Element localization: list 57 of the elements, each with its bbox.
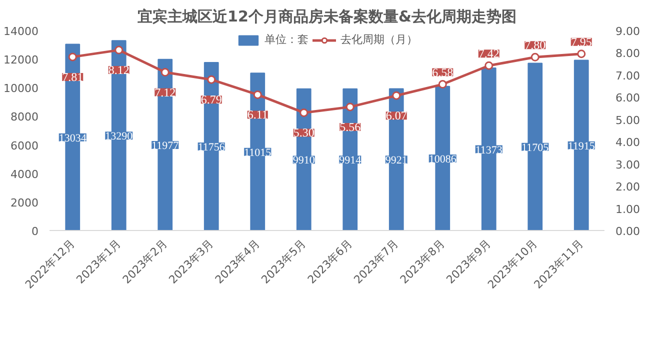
point (300, 108, 308, 117)
y2-tick-label: 0.00 (616, 225, 640, 238)
y2-tick-label: 8.00 (616, 47, 640, 60)
data-label: 13290 (105, 130, 134, 143)
y2-tick-label: 3.00 (616, 158, 640, 172)
data-label: 5.56 (340, 120, 361, 134)
data-label: 11373 (475, 144, 503, 156)
data-label: 9914 (339, 154, 362, 167)
y2-tick-label: 4.00 (616, 136, 640, 150)
legend-label: 单位：套 (264, 32, 308, 47)
y2-tick-label: 6.00 (616, 92, 640, 105)
point (160, 68, 170, 77)
y-tick-label: 2000 (10, 196, 39, 210)
data-label: 9910 (292, 154, 316, 167)
chart-title: 宜宾主城区近12个月商品房未备案数量&去化周期走势图 (138, 8, 516, 26)
data-label: 10086 (428, 153, 457, 166)
data-label: 9921 (385, 154, 408, 167)
point (438, 80, 447, 89)
data-label: 6.58 (432, 65, 454, 80)
data-label: 6.11 (247, 108, 268, 122)
y-tick-label: 8000 (10, 110, 39, 124)
y2-tick-label: 9.00 (616, 25, 640, 38)
y-tick-label: 6000 (10, 139, 39, 152)
y-tick-label: 12000 (4, 54, 39, 67)
y-tick-label: 0 (32, 225, 38, 238)
y2-tick-label: 1.00 (616, 202, 640, 216)
data-label: 5.30 (293, 126, 314, 140)
data-label: 11977 (152, 140, 180, 152)
point (114, 46, 124, 54)
y2-tick-label: 5.00 (616, 114, 640, 127)
point (484, 61, 494, 70)
y-tick-label: 10000 (4, 82, 39, 96)
legend-label: 去化周期（月） (340, 32, 418, 47)
data-label: 13034 (58, 132, 87, 144)
y-tick-label: 14000 (4, 25, 39, 38)
point (68, 52, 77, 62)
data-label: 6.79 (200, 92, 222, 107)
data-label: 7.42 (478, 46, 500, 61)
data-label: 6.07 (386, 108, 407, 123)
point (577, 50, 586, 58)
y2-tick-label: 2.00 (616, 180, 640, 194)
point (253, 90, 262, 99)
data-label: 7.12 (154, 85, 176, 100)
point (530, 52, 540, 62)
y2-tick-label: 7.00 (616, 69, 640, 82)
data-label: 7.95 (570, 34, 592, 49)
data-label: 11705 (522, 142, 550, 154)
point (207, 75, 216, 84)
data-label: 11756 (198, 142, 226, 154)
data-label: 7.80 (524, 38, 546, 52)
point (392, 91, 401, 100)
data-label: 11015 (244, 146, 272, 159)
data-label: 11915 (568, 140, 596, 152)
data-label: 7.81 (62, 70, 84, 84)
data-label: 8.12 (108, 63, 130, 78)
point (346, 102, 354, 112)
y-tick-label: 4000 (10, 168, 39, 181)
